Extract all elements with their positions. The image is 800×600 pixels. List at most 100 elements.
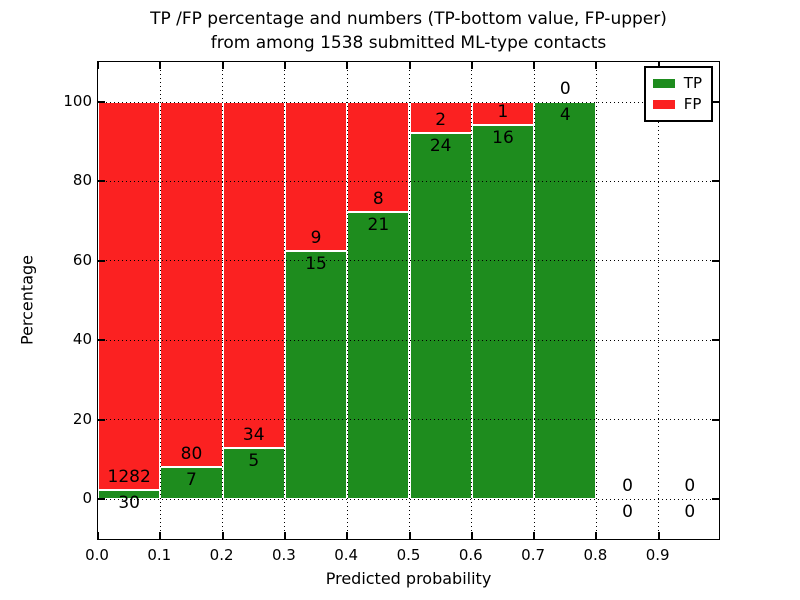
- bar-tp-segment: [471, 125, 535, 499]
- legend-item-fp: FP: [652, 94, 702, 115]
- bar-fp-segment: [222, 102, 285, 449]
- x-tick-mark-top: [159, 62, 162, 69]
- x-gridline: [222, 62, 224, 539]
- tp-legend-label: TP: [683, 74, 702, 92]
- x-tick-mark-bottom: [283, 532, 286, 539]
- fp-count-label: 34: [242, 425, 265, 446]
- y-tick-mark-left: [98, 259, 105, 262]
- fp-legend-swatch: [652, 100, 675, 109]
- fp-count-label: 0: [622, 476, 633, 496]
- y-gridline: [98, 180, 719, 182]
- tp-count-label: 15: [305, 253, 327, 274]
- x-tick-mark-top: [97, 62, 99, 69]
- y-tick-mark-left: [98, 418, 105, 421]
- fp-count-label: 0: [559, 79, 571, 99]
- chart-title-line1: TP /FP percentage and numbers (TP-bottom…: [150, 9, 667, 29]
- x-tick-label: 0.0: [85, 546, 109, 564]
- bar-tp-segment: [347, 211, 410, 499]
- fp-count-label: 1: [497, 102, 509, 123]
- x-tick-mark-bottom: [595, 532, 598, 539]
- fp-count-label: 1282: [107, 466, 151, 487]
- bar-tp-segment: [409, 132, 472, 499]
- tp-count-label: 30: [118, 492, 140, 513]
- x-gridline: [471, 62, 473, 539]
- x-gridline: [595, 62, 597, 539]
- y-tick-mark-right: [712, 498, 719, 500]
- x-tick-mark-bottom: [533, 532, 536, 539]
- tp-count-label: 24: [429, 135, 452, 156]
- chart-title: TP /FP percentage and numbers (TP-bottom…: [97, 7, 720, 55]
- y-tick-label: 60: [72, 250, 92, 269]
- chart-title-line2: from among 1538 submitted ML-type contac…: [210, 33, 607, 53]
- y-gridline: [98, 101, 719, 103]
- x-tick-mark-bottom: [657, 532, 660, 539]
- y-gridline: [98, 419, 719, 421]
- plot-area: TP FP 1282 30 80 7 34 5 9 15 8 21 2 24 1 16 0 4 0 0 0 0: [97, 61, 720, 540]
- y-gridline: [98, 339, 719, 341]
- y-tick-mark-right: [712, 418, 719, 421]
- x-tick-mark-top: [408, 62, 411, 69]
- x-tick-label: 0.1: [147, 546, 172, 564]
- bar-tp-segment: [98, 489, 161, 499]
- fp-legend-label: FP: [683, 95, 702, 113]
- x-tick-label: 0.7: [521, 546, 546, 564]
- bar-fp-segment: [347, 102, 410, 212]
- y-tick-mark-left: [98, 180, 105, 183]
- x-tick-mark-top: [283, 62, 286, 69]
- tp-count-label: 16: [492, 128, 514, 149]
- y-tick-mark-right: [712, 180, 719, 183]
- y-tick-label: 40: [72, 330, 92, 349]
- x-tick-label: 0.4: [334, 546, 359, 564]
- legend: TP FP: [643, 66, 713, 122]
- fp-count-label: 2: [435, 109, 447, 130]
- x-tick-label: 0.5: [396, 546, 421, 564]
- fp-count-label: 8: [372, 188, 384, 209]
- bar-fp-segment: [409, 102, 472, 133]
- tp-count-label: 5: [248, 451, 260, 472]
- legend-item-tp: TP: [652, 73, 702, 94]
- x-tick-mark-bottom: [97, 532, 99, 539]
- x-tick-mark-bottom: [346, 532, 349, 539]
- x-tick-mark-bottom: [408, 532, 411, 539]
- x-tick-mark-bottom: [470, 532, 473, 539]
- tp-legend-swatch: [652, 79, 675, 88]
- y-gridline: [98, 260, 719, 262]
- tp-count-label: 21: [367, 214, 390, 235]
- x-gridline: [409, 62, 410, 539]
- x-tick-mark-top: [470, 62, 473, 69]
- y-tick-mark-right: [712, 259, 719, 262]
- x-tick-mark-top: [657, 62, 660, 69]
- x-tick-mark-top: [533, 62, 536, 69]
- bar-fp-segment: [160, 102, 223, 468]
- x-tick-label: 0.8: [583, 546, 608, 564]
- tp-count-label: 4: [559, 105, 571, 125]
- tp-count-label: 0: [684, 502, 696, 522]
- y-tick-label: 100: [63, 92, 92, 110]
- x-tick-mark-bottom: [221, 532, 224, 539]
- tp-count-label: 0: [622, 502, 633, 522]
- x-gridline: [159, 62, 161, 539]
- y-tick-label: 20: [72, 409, 92, 428]
- bar-fp-segment: [98, 102, 161, 490]
- y-tick-mark-right: [712, 339, 719, 342]
- y-gridline: [98, 498, 719, 500]
- y-tick-mark-left: [98, 339, 105, 342]
- y-tick-mark-left: [98, 101, 105, 103]
- bar-fp-segment: [471, 102, 535, 126]
- y-tick-mark-left: [98, 498, 105, 500]
- y-tick-label: 80: [72, 171, 92, 190]
- fp-count-label: 9: [310, 227, 322, 248]
- fp-count-label: 80: [180, 444, 203, 465]
- x-gridline: [533, 62, 535, 539]
- x-tick-label: 0.2: [209, 546, 234, 564]
- y-tick-label: 0: [82, 489, 92, 507]
- bar-tp-segment: [284, 250, 348, 499]
- x-tick-mark-top: [221, 62, 224, 69]
- x-tick-label: 0.9: [645, 546, 670, 564]
- x-tick-mark-bottom: [159, 532, 162, 539]
- tp-count-label: 7: [186, 470, 197, 491]
- x-gridline: [658, 62, 660, 539]
- bar-tp-segment: [534, 102, 597, 499]
- x-gridline: [346, 62, 348, 539]
